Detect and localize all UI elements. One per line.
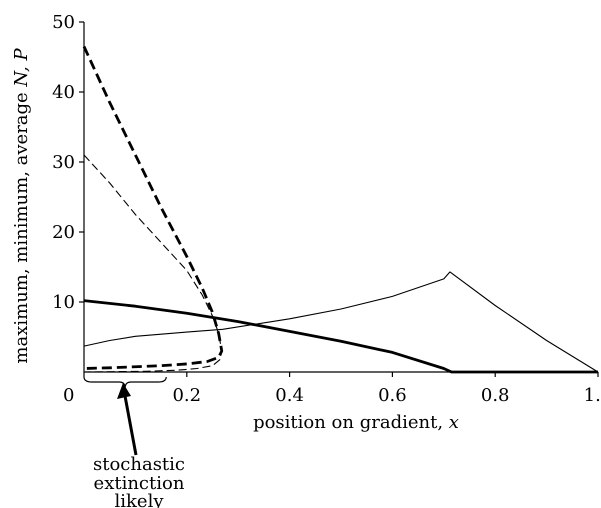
- y-axis-title-var: N, P: [11, 48, 32, 88]
- annotation-line-2: extinction: [94, 473, 185, 494]
- y-ticks: 10 20 30 40 50: [52, 12, 84, 313]
- x-tick-label: 0.6: [378, 385, 407, 406]
- annotation-bracket: [83, 376, 167, 389]
- annotation-line-3: likely: [115, 491, 165, 508]
- series-line-thin-dashed: [83, 154, 223, 373]
- y-tick-label: 40: [52, 82, 75, 103]
- x-tick-label: 1.0: [584, 385, 601, 406]
- x-tick-label: 0.4: [275, 385, 304, 406]
- series-group: [82, 45, 599, 374]
- y-axis-title: maximum, minimum, average N, P: [11, 48, 32, 364]
- x-axis-title-text: position on gradient,: [253, 412, 449, 433]
- x-ticks: 0 0.2 0.4 0.6 0.8 1.0: [63, 372, 601, 406]
- series-line-thick-dashed: [82, 45, 224, 370]
- x-tick-label: 0.8: [481, 385, 510, 406]
- y-tick-label: 20: [52, 222, 75, 243]
- y-tick-label: 30: [52, 152, 75, 173]
- x-tick-label: 0.2: [172, 385, 201, 406]
- y-axis-title-text: maximum, minimum, average: [11, 87, 32, 364]
- annotation-line-1: stochastic: [93, 454, 185, 475]
- annotation-arrow-head: [117, 383, 131, 399]
- series-line-thick-solid: [83, 299, 598, 374]
- x-tick-label: 0: [63, 385, 74, 406]
- annotation-arrow: [117, 383, 138, 456]
- y-tick-label: 10: [52, 292, 75, 313]
- x-axis-title-var: x: [449, 412, 459, 433]
- y-tick-label: 50: [52, 12, 75, 33]
- annotation-arrow-shaft: [123, 395, 138, 456]
- series-line-thin-solid: [83, 271, 599, 373]
- x-axis-title: position on gradient, x: [253, 412, 459, 433]
